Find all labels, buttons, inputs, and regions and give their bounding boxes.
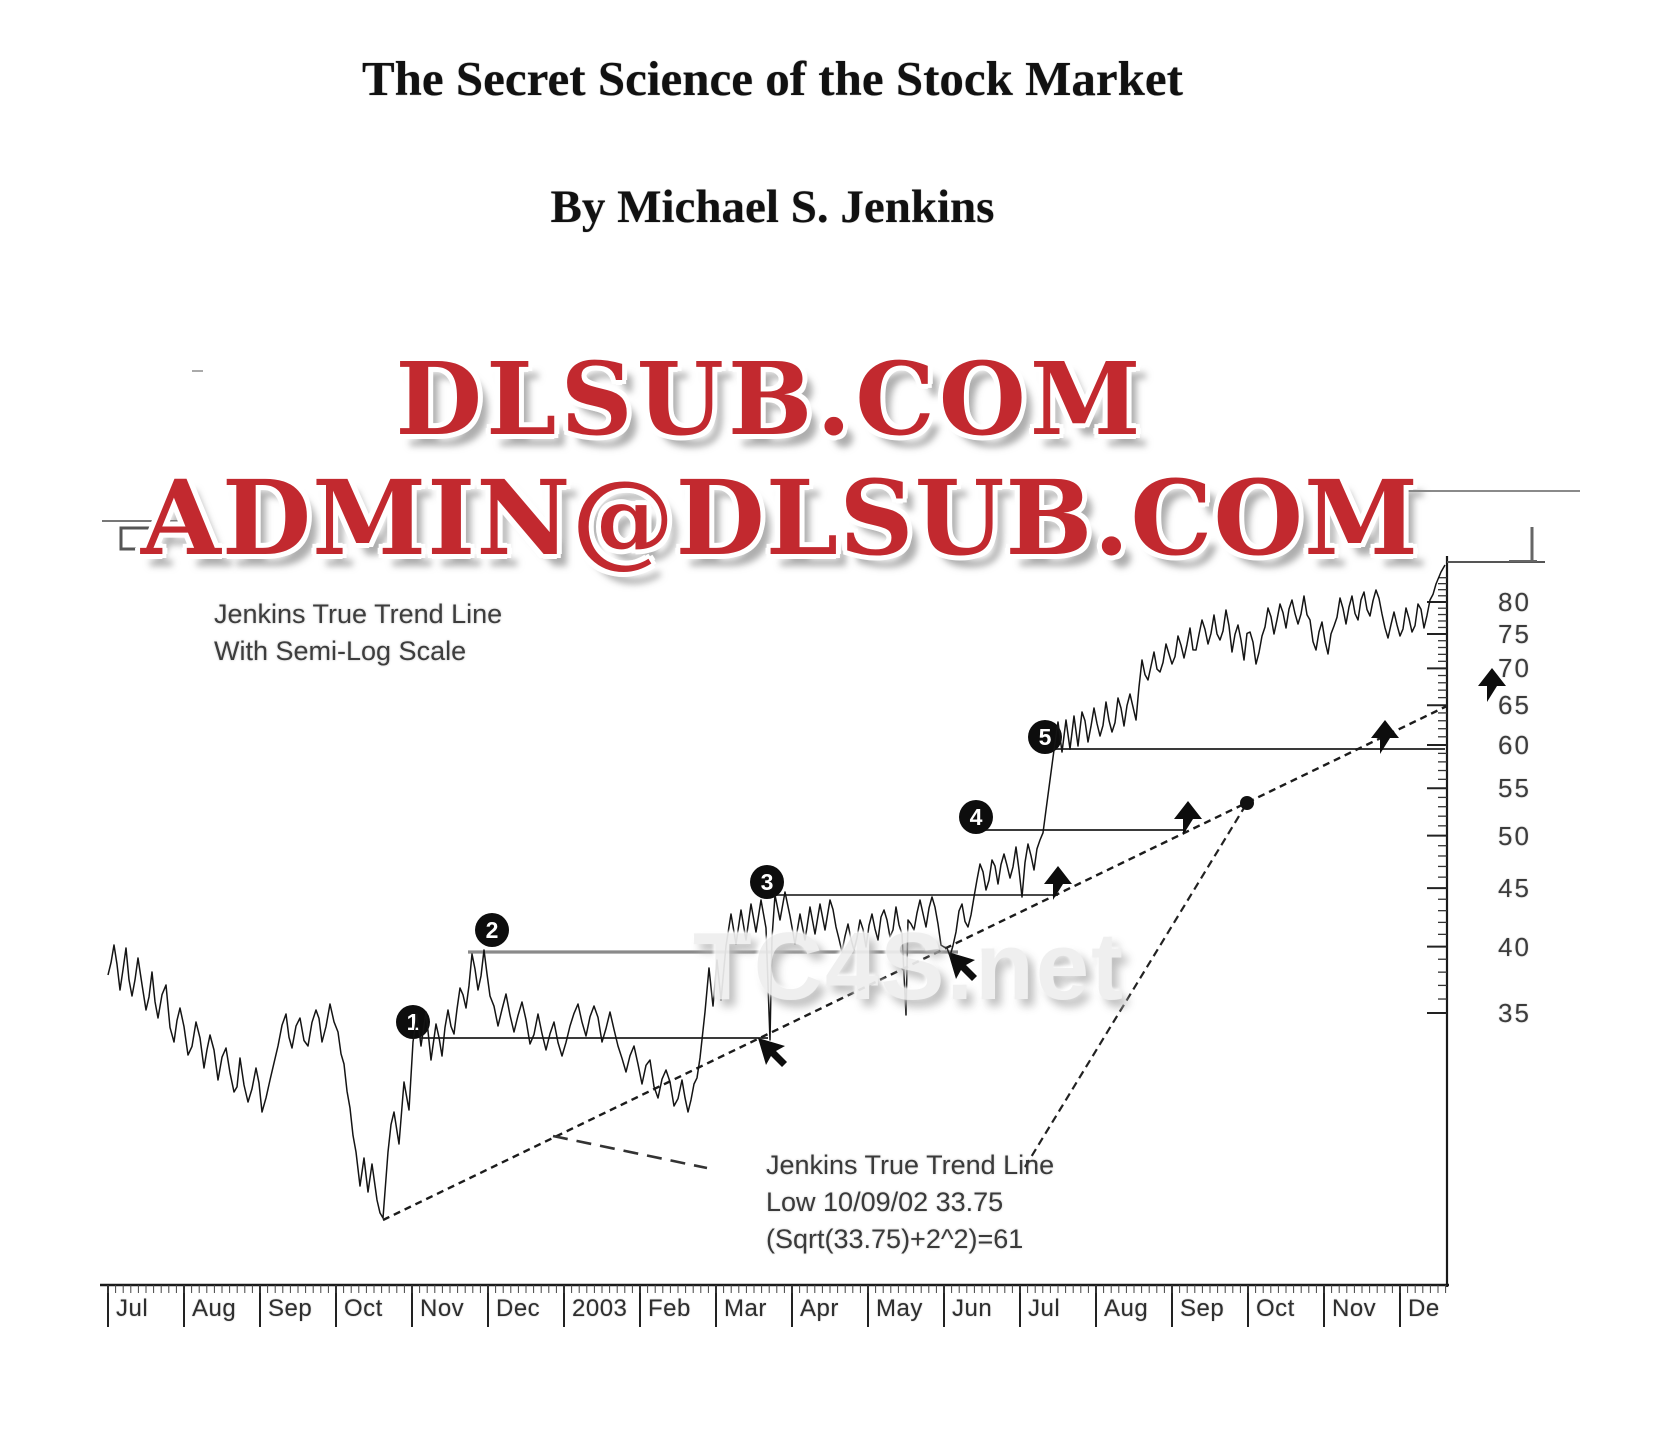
admin-email-watermark: ADMIN@DLSUB.COM — [140, 458, 1420, 579]
up-arrow-icon — [1371, 720, 1399, 754]
numbered-circle — [959, 800, 993, 834]
x-axis-month-label: Mar — [724, 1295, 767, 1322]
up-arrow-icon — [1174, 801, 1202, 835]
annotation-line-3: (Sqrt(33.75)+2^2)=61 — [766, 1224, 1024, 1254]
x-axis-month-label: 2003 — [572, 1295, 628, 1322]
numbered-marker-4: 4 — [959, 800, 993, 834]
price-series-line — [107, 564, 1446, 1219]
numbered-circle-digit: 3 — [761, 869, 774, 895]
y-tick-label: 35 — [1498, 998, 1531, 1029]
page-byline: By Michael S. Jenkins — [550, 181, 995, 233]
trendline-annotation: Jenkins True Trend Line Low 10/09/02 33.… — [766, 1147, 1054, 1258]
annotation-line-1: Jenkins True Trend Line — [766, 1150, 1055, 1180]
x-axis-month-label: Dec — [496, 1295, 541, 1322]
numbered-circle — [475, 913, 509, 947]
numbered-marker-2: 2 — [475, 913, 509, 947]
x-axis-month-label: Jul — [116, 1295, 149, 1322]
x-axis-month-label: Jul — [1028, 1295, 1061, 1322]
x-axis-month-label: Aug — [1104, 1295, 1149, 1322]
annotation-line-2: Low 10/09/02 33.75 — [766, 1187, 1004, 1217]
page-title: The Secret Science of the Stock Market — [362, 51, 1183, 106]
cursor-arrow-icon — [948, 952, 977, 981]
scan-artifact-window-box — [119, 526, 154, 551]
numbered-circle-digit: 5 — [1039, 724, 1052, 750]
x-axis-month-label: Aug — [192, 1295, 237, 1322]
numbered-circle-digit: 2 — [486, 917, 499, 943]
x-axis-month-label: De — [1408, 1295, 1440, 1322]
y-tick-label: 60 — [1498, 730, 1531, 761]
jenkins-trend-line — [382, 704, 1448, 1222]
x-axis-month-label: Feb — [648, 1295, 691, 1322]
cursor-arrow-icon — [758, 1038, 787, 1067]
dlsub-watermark: DLSUB.COM — [395, 340, 1145, 458]
numbered-marker-5: 5 — [1028, 720, 1062, 754]
y-tick-label: 80 — [1498, 586, 1531, 617]
x-axis-month-label: Oct — [1256, 1295, 1295, 1322]
numbered-marker-3: 3 — [750, 865, 784, 899]
y-tick-label: 50 — [1498, 820, 1531, 851]
x-axis-month-label: Sep — [268, 1295, 313, 1322]
x-axis-month-label: Jun — [952, 1295, 993, 1322]
x-axis-month-label: Nov — [1332, 1295, 1377, 1322]
x-axis-month-label: Sep — [1180, 1295, 1225, 1322]
x-axis-month-label: Apr — [800, 1295, 839, 1322]
chart-title-block: Jenkins True Trend Line With Semi-Log Sc… — [214, 596, 502, 670]
up-arrow-icon — [1044, 866, 1072, 900]
numbered-circle — [1028, 720, 1062, 754]
x-axis-month-label: Oct — [344, 1295, 383, 1322]
y-tick-label: 70 — [1498, 653, 1531, 684]
trendline-target-dot — [1240, 796, 1254, 810]
tc4s-watermark: TC4S.net — [693, 913, 1126, 1020]
x-axis-month-label: Nov — [420, 1295, 465, 1322]
annotation-pointer-steep — [1024, 802, 1248, 1168]
y-tick-label: 55 — [1498, 773, 1531, 804]
annotation-pointer-left — [552, 1134, 708, 1170]
y-tick-label: 65 — [1498, 690, 1531, 721]
numbered-circle — [750, 865, 784, 899]
y-tick-label: 45 — [1498, 873, 1531, 904]
numbered-circle-digit: 4 — [970, 804, 983, 830]
y-tick-label: 75 — [1498, 619, 1531, 650]
chart-title: Jenkins True Trend Line — [214, 599, 503, 629]
x-axis-month-label: May — [876, 1295, 923, 1322]
up-arrow-icon — [1478, 668, 1506, 702]
numbered-circle — [396, 1005, 430, 1039]
chart-subtitle: With Semi-Log Scale — [214, 636, 467, 666]
y-tick-label: 40 — [1498, 931, 1531, 962]
